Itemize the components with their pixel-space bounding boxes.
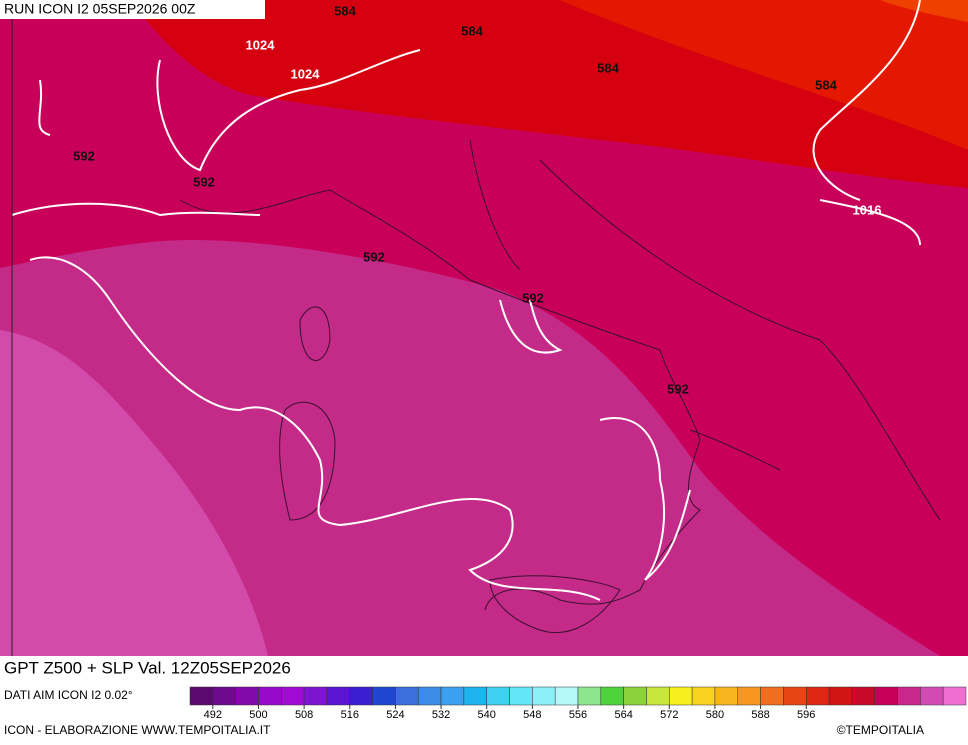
tick-label: 556 [569, 709, 587, 721]
tick-label: 516 [341, 709, 359, 721]
contour-label: 592 [193, 174, 215, 189]
contour-label: 592 [73, 148, 95, 163]
contour-label: 1024 [291, 66, 321, 81]
colorbar: 492 500 508 516 524 532 540 548 556 564 572 580 588 5… [189, 686, 967, 721]
credit: ICON - ELABORAZIONE WWW.TEMPOITALIA.IT [4, 723, 271, 737]
tick-label: 540 [478, 709, 496, 721]
colorbar-swatch [783, 686, 807, 706]
colorbar-swatch [554, 686, 579, 706]
colorbar-swatch [691, 686, 716, 706]
colorbar-swatch [737, 686, 761, 706]
colorbar-swatch [669, 686, 693, 706]
tick-label: 500 [249, 709, 267, 721]
colorbar-swatch [897, 686, 921, 706]
run-box [0, 0, 265, 19]
tick-label: 580 [706, 709, 724, 721]
footer-title: GPT Z500 + SLP Val. 12Z05SEP2026 [4, 658, 291, 677]
colorbar-swatch [258, 686, 282, 706]
colorbar-swatch [212, 686, 236, 706]
tick-label: 596 [797, 709, 815, 721]
contour-label: 584 [815, 77, 837, 92]
colorbar-swatch [714, 686, 739, 706]
colorbar-swatch [532, 686, 556, 706]
colorbar-swatch [874, 686, 898, 706]
colorbar-swatch [326, 686, 351, 706]
title-box [0, 656, 414, 684]
tick-label: 524 [386, 709, 404, 721]
colorbar-swatch [646, 686, 670, 706]
colorbar-swatch [372, 686, 396, 706]
map: 584 584 1024 1024 584 584 592 592 1016 5… [0, 0, 968, 656]
colorbar-swatch [920, 686, 944, 706]
source: DATI AIM ICON I2 0.02° [4, 688, 133, 702]
tick-label: 508 [295, 709, 313, 721]
colorbar-swatch [395, 686, 419, 706]
colorbar-swatch [760, 686, 784, 706]
tick-label: 532 [432, 709, 450, 721]
tick-label: 492 [204, 709, 222, 721]
colorbar-swatch [303, 686, 328, 706]
colorbar-swatch [440, 686, 465, 706]
contour-label: 584 [461, 23, 483, 38]
tick-label: 588 [751, 709, 769, 721]
copyright: ©TEMPOITALIA [837, 723, 924, 737]
colorbar-swatch [577, 686, 602, 706]
colorbar-swatch [600, 686, 624, 706]
contour-label: 584 [334, 3, 356, 18]
colorbar-swatch [189, 686, 214, 706]
colorbar-swatch [417, 686, 442, 706]
run-label: RUN ICON I2 05SEP2026 00Z [4, 1, 196, 17]
colorbar-swatch [623, 686, 647, 706]
contour-label: 1016 [853, 202, 882, 217]
tick-label: 548 [523, 709, 541, 721]
contour-label: 592 [667, 381, 689, 396]
colorbar-swatch [828, 686, 853, 706]
colorbar-swatch [805, 686, 830, 706]
colorbar-swatch [235, 686, 259, 706]
tick-label: 572 [660, 709, 678, 721]
tick-label: 564 [614, 709, 632, 721]
colorbar-swatch [509, 686, 533, 706]
colorbar-swatch [463, 686, 487, 706]
colorbar-swatch [942, 686, 967, 706]
colorbar-swatch [486, 686, 510, 706]
colorbar-swatch [851, 686, 875, 706]
contour-label: 592 [363, 249, 385, 264]
contour-label: 1024 [246, 37, 276, 52]
contour-label: 592 [522, 290, 544, 305]
colorbar-swatch [349, 686, 373, 706]
colorbar-swatch [281, 686, 305, 706]
contour-label: 584 [597, 60, 619, 75]
